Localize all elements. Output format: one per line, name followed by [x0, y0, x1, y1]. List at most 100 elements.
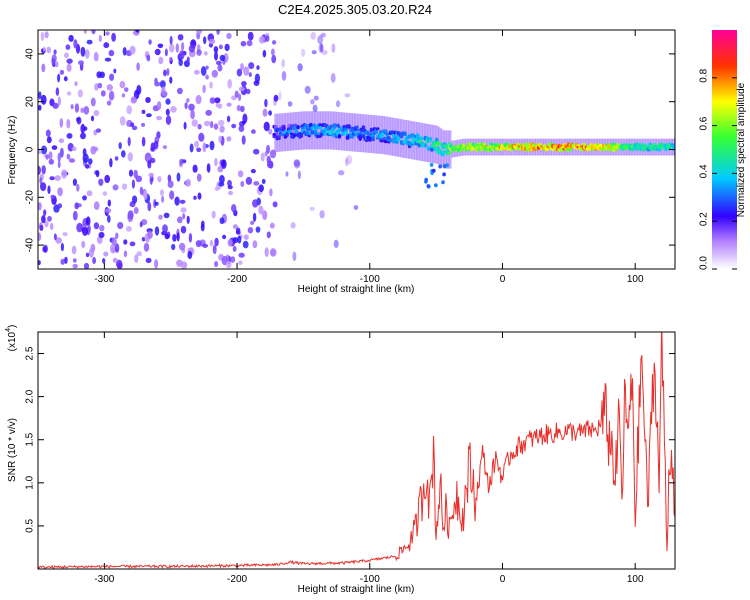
spectrogram-cell [98, 34, 102, 43]
colorbar-label: Normalized spectral amplitude [736, 82, 747, 217]
spectrogram-cell [165, 98, 171, 105]
spectrogram-cell [219, 217, 225, 225]
spectrogram-cell [186, 98, 190, 103]
spectrogram-cell [73, 39, 78, 49]
spectrogram-cell [188, 103, 195, 112]
spectrogram-cell [134, 254, 139, 264]
spectrogram-cell [430, 124, 433, 163]
spectrogram-cell [177, 34, 184, 41]
spectrogram-cell [232, 224, 238, 230]
spectrogram-cell [441, 180, 445, 185]
spectrogram-cell [92, 257, 96, 264]
spectrogram-cell [271, 48, 275, 56]
spectrogram-cell [330, 72, 336, 83]
spectrogram-cell [269, 188, 273, 197]
spectrogram-cell [294, 130, 299, 135]
spectrogram-cell [291, 112, 294, 151]
colorbar-tick-label: 0.8 [699, 68, 710, 82]
spectrogram-cell [112, 257, 118, 263]
spectrogram-cell [417, 142, 421, 148]
spectrogram-cell [176, 259, 183, 267]
spectrogram-cell [93, 146, 99, 152]
spectrogram-cell [438, 164, 442, 169]
spectrogram-cell [45, 129, 51, 137]
spectrogram-cell [429, 162, 434, 167]
colorbar-tick-label: 0.4 [699, 164, 710, 178]
spectrogram-cell [116, 262, 123, 269]
spectrogram-cell [311, 50, 317, 55]
spectrogram-cell [102, 258, 106, 264]
spectrogram-cell [332, 124, 337, 130]
spectrogram-cell [287, 101, 293, 107]
spectrogram-cell [215, 103, 219, 108]
spectrogram-cell [54, 175, 61, 181]
colorbar-ticks: 0.0 0.2 0.4 0.6 0.8 [699, 68, 737, 270]
spectrogram-cell [396, 135, 401, 141]
spectrogram-cell [39, 224, 44, 231]
spectrogram-y-ticks: -40 -20 0 20 40 [25, 48, 675, 252]
spectrogram-cell [57, 96, 61, 106]
spectrogram-cell [387, 136, 391, 140]
spectrogram-cell [166, 68, 170, 76]
spectrogram-cell [136, 62, 140, 71]
spectrogram-cell [227, 239, 233, 247]
spectrogram-cell [53, 49, 57, 55]
spectrogram-cell [221, 159, 227, 170]
spectrogram-cell [202, 142, 207, 153]
spectrogram-cell [403, 119, 406, 158]
spectrogram-cell [428, 124, 431, 163]
spectrogram-cell [205, 74, 209, 80]
spectrogram-cell [48, 158, 54, 165]
spectrogram-cell [226, 115, 231, 123]
spectrogram-cell [240, 181, 245, 187]
spectrogram-cell [444, 130, 447, 169]
spectrogram-cell [318, 126, 323, 130]
spectrogram-cell [44, 220, 49, 228]
spectrogram-cell [344, 127, 348, 132]
spectrogram-cell [253, 181, 260, 186]
spectrogram-cell [260, 152, 265, 162]
spectrogram-cell [128, 169, 134, 177]
spectrogram-cell [143, 242, 150, 252]
spectrogram-cell [258, 205, 264, 215]
spectrogram-cell [304, 111, 307, 150]
spectrogram-cell [293, 112, 296, 151]
spectrogram-cell [209, 97, 216, 104]
spectrogram-cell [147, 160, 152, 169]
spectrogram-cell [506, 148, 511, 151]
spectrogram-cell [272, 201, 278, 208]
spectrogram-cell [68, 34, 74, 42]
spectrogram-cell [45, 154, 49, 160]
spectrogram-cell [262, 210, 268, 221]
spectrogram-cell [424, 177, 429, 182]
snr-y-multiplier: (x104) [5, 325, 18, 352]
spectrogram-cell [266, 231, 271, 239]
spectrogram-cell [76, 183, 80, 192]
spectrogram-cell [57, 152, 61, 162]
spectrogram-cell [191, 119, 198, 127]
spectrogram-cell [219, 125, 225, 133]
spectrogram-cell [40, 182, 47, 192]
spectrogram-cell [201, 220, 205, 228]
spectrogram-cell [211, 210, 216, 219]
spectrogram-cell [461, 143, 466, 147]
colorbar-tick-label: 0.6 [699, 116, 710, 130]
spectrogram-cell [54, 61, 59, 68]
spectrogram-cell [163, 91, 168, 97]
spectrogram-cell [129, 45, 136, 55]
spectrogram-cell [272, 135, 277, 139]
snr-x-tick-label: 100 [627, 574, 644, 585]
colorbar-gradient [712, 30, 737, 269]
spectrogram-cell [44, 31, 49, 39]
spectrogram-cell [205, 109, 212, 116]
spectrogram-cell [335, 100, 341, 108]
spectrogram-cell [164, 233, 169, 240]
spectrogram-cell [38, 260, 41, 265]
spectrogram-cell [38, 91, 42, 100]
spectrogram-cell [444, 144, 449, 147]
spectrogram-cell [278, 91, 282, 101]
spectrogram-cell [57, 160, 61, 169]
spectrogram-cell [149, 175, 153, 185]
spectrogram-cell [248, 72, 252, 77]
spectrogram-cell [158, 214, 163, 220]
